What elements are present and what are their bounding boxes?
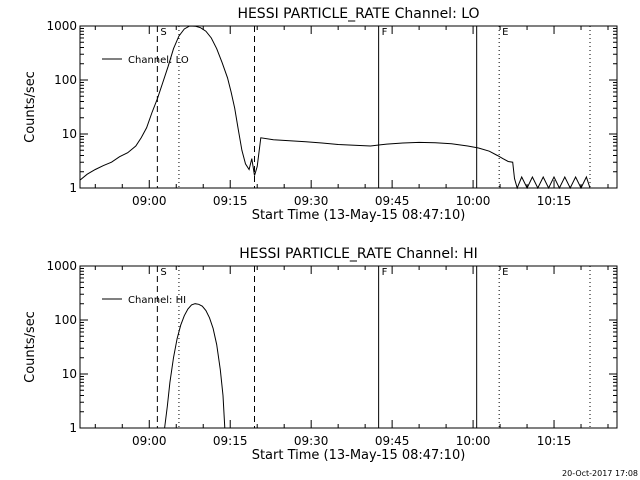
plot-frame bbox=[79, 25, 618, 189]
x-tick-label: 10:15 bbox=[537, 434, 572, 448]
x-tick-label: 09:30 bbox=[294, 434, 329, 448]
y-tick-label: 1000 bbox=[46, 19, 77, 33]
y-tick-label: 100 bbox=[54, 73, 77, 87]
y-tick-label: 1 bbox=[69, 421, 77, 435]
series-line-1 bbox=[79, 25, 591, 190]
legend-label: Channel: HI bbox=[128, 295, 186, 306]
x-axis-title: Start Time (13-May-15 08:47:10) bbox=[252, 208, 466, 223]
y-tick-label: 10 bbox=[62, 127, 77, 141]
x-tick-label: 10:00 bbox=[456, 434, 491, 448]
y-tick-label: 1 bbox=[69, 181, 77, 195]
x-tick-label: 09:00 bbox=[132, 194, 167, 208]
y-axis-title: Counts/sec bbox=[23, 311, 38, 383]
chart-panel-hi: S F E 1 10 100 1000 09:00 09:15 09:30 09:45 10:00 10… bbox=[23, 246, 618, 463]
marker-label-s: S bbox=[160, 27, 166, 38]
marker-label-e: E bbox=[502, 27, 508, 38]
y-tick-label: 100 bbox=[54, 313, 77, 327]
marker-label-f: F bbox=[382, 27, 388, 38]
x-tick-label: 10:15 bbox=[537, 194, 572, 208]
chart-title: HESSI PARTICLE_RATE Channel: LO bbox=[237, 6, 479, 22]
series-line-1 bbox=[164, 303, 226, 429]
x-tick-label: 09:00 bbox=[132, 434, 167, 448]
marker-label-s: S bbox=[160, 267, 166, 278]
x-axis-title: Start Time (13-May-15 08:47:10) bbox=[252, 448, 466, 463]
x-tick-label: 09:45 bbox=[375, 194, 410, 208]
x-tick-label: 09:15 bbox=[213, 194, 248, 208]
legend-label: Channel: LO bbox=[128, 55, 189, 66]
chart-panel-lo: S F E 1 10 100 1000 09:00 09:15 09:30 09:45 10:00 10… bbox=[23, 6, 618, 223]
marker-label-f: F bbox=[382, 267, 388, 278]
x-tick-label: 10:00 bbox=[456, 194, 491, 208]
plot-frame bbox=[79, 265, 618, 429]
marker-label-e: E bbox=[502, 267, 508, 278]
y-tick-label: 10 bbox=[62, 367, 77, 381]
timestamp-label: 20-Oct-2017 17:08 bbox=[562, 469, 638, 478]
y-tick-label: 1000 bbox=[46, 259, 77, 273]
y-axis-title: Counts/sec bbox=[23, 71, 38, 143]
x-tick-label: 09:30 bbox=[294, 194, 329, 208]
x-tick-label: 09:15 bbox=[213, 434, 248, 448]
chart-title: HESSI PARTICLE_RATE Channel: HI bbox=[239, 246, 477, 262]
x-tick-label: 09:45 bbox=[375, 434, 410, 448]
